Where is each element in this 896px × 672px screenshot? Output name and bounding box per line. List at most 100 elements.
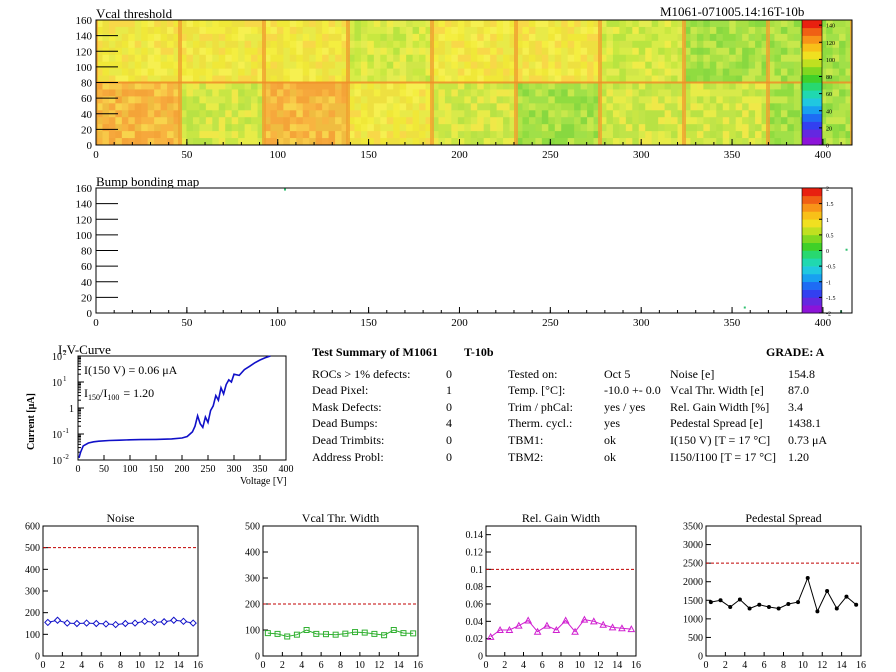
vcal-pixel-block xyxy=(167,96,174,104)
vcal-pixel-block xyxy=(748,54,756,63)
vcal-pixel-block xyxy=(399,47,407,56)
vcal-pixel-block xyxy=(535,89,543,97)
vcal-pixel-block xyxy=(780,61,788,70)
vcal-pixel-block xyxy=(373,26,381,35)
vcal-pixel-block xyxy=(845,54,853,63)
vcal-pixel-block xyxy=(322,61,330,70)
vcal-pixel-block xyxy=(225,89,233,97)
vcal-pixel-block xyxy=(819,61,827,70)
vcal-pixel-block xyxy=(283,54,291,63)
vcal-pixel-block xyxy=(457,110,465,118)
vcal-pixel-block xyxy=(832,75,840,83)
vcal-pixel-block xyxy=(690,26,698,35)
vcal-pixel-block xyxy=(231,131,239,139)
vcal-pixel-block xyxy=(167,124,174,132)
vcal-pixel-block xyxy=(845,61,853,70)
vcal-pixel-block xyxy=(483,20,491,28)
vcal-pixel-block xyxy=(128,75,136,83)
vcal-pixel-block xyxy=(793,89,801,97)
roc-edge-column xyxy=(348,82,350,145)
vcal-pixel-block xyxy=(444,40,452,49)
y-tick-label: 120 xyxy=(76,46,93,58)
vcal-pixel-block xyxy=(218,68,226,76)
vcal-pixel-block xyxy=(839,47,846,56)
vcal-pixel-block xyxy=(684,117,691,125)
data-point xyxy=(776,606,781,611)
vcal-pixel-block xyxy=(438,89,446,97)
vcal-pixel-block xyxy=(522,138,530,146)
vcal-pixel-block xyxy=(470,82,478,90)
y-tick-label: 160 xyxy=(76,183,93,195)
vcal-pixel-block xyxy=(438,110,446,118)
vcal-pixel-block xyxy=(548,117,556,125)
vcal-pixel-block xyxy=(690,138,698,146)
vcal-pixel-block xyxy=(451,138,459,146)
vcal-pixel-block xyxy=(645,54,653,63)
vcal-pixel-block xyxy=(522,54,530,63)
vcal-pixel-block xyxy=(102,54,110,63)
vcal-pixel-block xyxy=(322,26,330,35)
vcal-pixel-block xyxy=(283,124,291,132)
vcal-pixel-block xyxy=(283,110,291,118)
vcal-pixel-block xyxy=(483,40,491,49)
vcal-pixel-block xyxy=(167,110,174,118)
vcal-pixel-block xyxy=(567,110,575,118)
vcal-pixel-block xyxy=(793,40,801,49)
vcal-pixel-block xyxy=(528,26,536,35)
vcal-pixel-block xyxy=(283,20,291,28)
vcal-pixel-block xyxy=(121,20,129,28)
data-point xyxy=(486,632,495,640)
y-tick-label: 100 xyxy=(76,62,93,74)
vcal-pixel-block xyxy=(192,26,200,35)
vcal-pixel-block xyxy=(251,68,258,76)
vcal-pixel-block xyxy=(503,47,510,56)
vcal-pixel-block xyxy=(696,61,704,70)
vcal-pixel-block xyxy=(348,89,355,97)
vcal-pixel-block xyxy=(180,75,187,83)
vcal-pixel-block xyxy=(419,96,426,104)
defect-label: Mask Defects: xyxy=(312,400,382,414)
vcal-pixel-block xyxy=(341,40,349,49)
vcal-pixel-block xyxy=(309,124,317,132)
vcal-pixel-block xyxy=(645,20,653,28)
vcal-pixel-block xyxy=(638,103,646,111)
vcal-pixel-block xyxy=(780,82,788,90)
vcal-pixel-block xyxy=(709,131,717,139)
vcal-pixel-block xyxy=(173,33,181,42)
vcal-pixel-block xyxy=(748,61,756,70)
vcal-pixel-block xyxy=(522,68,530,76)
vcal-pixel-block xyxy=(819,110,827,118)
vcal-pixel-block xyxy=(787,20,795,28)
vcal-pixel-block xyxy=(244,117,252,125)
vcal-pixel-block xyxy=(503,75,510,83)
vcal-pixel-block xyxy=(567,33,575,42)
data-point xyxy=(92,619,100,628)
vcal-pixel-block xyxy=(483,103,491,111)
vcal-pixel-block xyxy=(218,131,226,139)
vcal-pixel-block xyxy=(457,75,465,83)
condition-label: Tested on: xyxy=(508,367,558,381)
vcal-pixel-block xyxy=(115,61,123,70)
vcal-pixel-block xyxy=(716,68,724,76)
vcal-pixel-block xyxy=(380,117,388,125)
vcal-pixel-block xyxy=(567,96,575,104)
vcal-pixel-block xyxy=(593,26,601,35)
data-point xyxy=(111,620,120,629)
vcal-pixel-block xyxy=(406,33,414,42)
vcal-pixel-block xyxy=(147,47,155,56)
vcal-pixel-block xyxy=(554,124,562,132)
vcal-pixel-block xyxy=(141,68,149,76)
vcal-pixel-block xyxy=(651,68,659,76)
vcal-pixel-block xyxy=(257,103,265,111)
colorbar-tick-label: -1 xyxy=(826,280,831,286)
vcal-pixel-block xyxy=(160,89,168,97)
vcal-pixel-block xyxy=(180,40,187,49)
vcal-pixel-block xyxy=(173,75,181,83)
colorbar-segment xyxy=(802,27,822,36)
vcal-pixel-block xyxy=(742,61,750,70)
vcal-pixel-block xyxy=(457,103,465,111)
vcal-pixel-block xyxy=(393,75,401,83)
vcal-pixel-block xyxy=(509,138,517,146)
vcal-pixel-block xyxy=(225,68,233,76)
vcal-pixel-block xyxy=(606,47,614,56)
